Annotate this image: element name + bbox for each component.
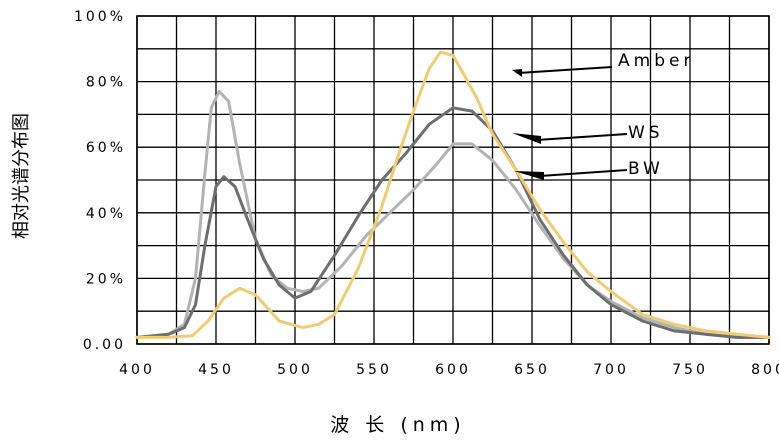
y-axis-label: 相对光谱分布图: [11, 113, 32, 239]
y-tick-label: 80%: [86, 75, 126, 91]
y-tick-label: 60%: [86, 140, 126, 156]
annotation-arrow-amber: [512, 69, 522, 77]
annotation-leader-amber: [517, 66, 613, 74]
x-tick-label: 550: [356, 362, 392, 378]
annotation-leader-ws: [536, 133, 628, 141]
y-tick-label: 20%: [86, 271, 126, 287]
x-tick-label: 600: [435, 362, 471, 378]
x-tick-label: 400: [119, 362, 155, 378]
series-lines: [135, 50, 771, 339]
plot-frame: [136, 15, 770, 345]
x-tick-label: 650: [514, 362, 550, 378]
annotation-leader-bw: [539, 169, 628, 177]
y-tick-label: 40%: [86, 206, 126, 222]
x-tick-label: 450: [198, 362, 234, 378]
y-tick-labels: 0.00 20% 40% 60% 80% 100%: [74, 9, 126, 353]
x-tick-labels: 400 450 500 550 600 650 700 750 800: [119, 362, 779, 378]
annotation-label-amber: Amber: [618, 51, 694, 71]
x-axis-label: 波 长 (nm): [330, 414, 465, 436]
x-tick-label: 500: [277, 362, 313, 378]
annotation-label-bw: BW: [628, 159, 664, 179]
x-tick-label: 700: [593, 362, 629, 378]
annotation-arrow-ws: [512, 133, 541, 144]
x-tick-label: 800: [751, 362, 779, 378]
x-tick-label: 750: [672, 362, 708, 378]
y-tick-label: 100%: [74, 9, 126, 25]
series-line-bw: [135, 89, 771, 339]
annotation-label-ws: WS: [628, 123, 664, 143]
y-tick-label: 0.00: [83, 337, 126, 353]
annotations: Amber WS BW: [512, 51, 694, 180]
series-line-ws: [135, 106, 771, 339]
series-line-amber: [135, 50, 771, 339]
annotation-arrow-bw: [514, 171, 544, 180]
